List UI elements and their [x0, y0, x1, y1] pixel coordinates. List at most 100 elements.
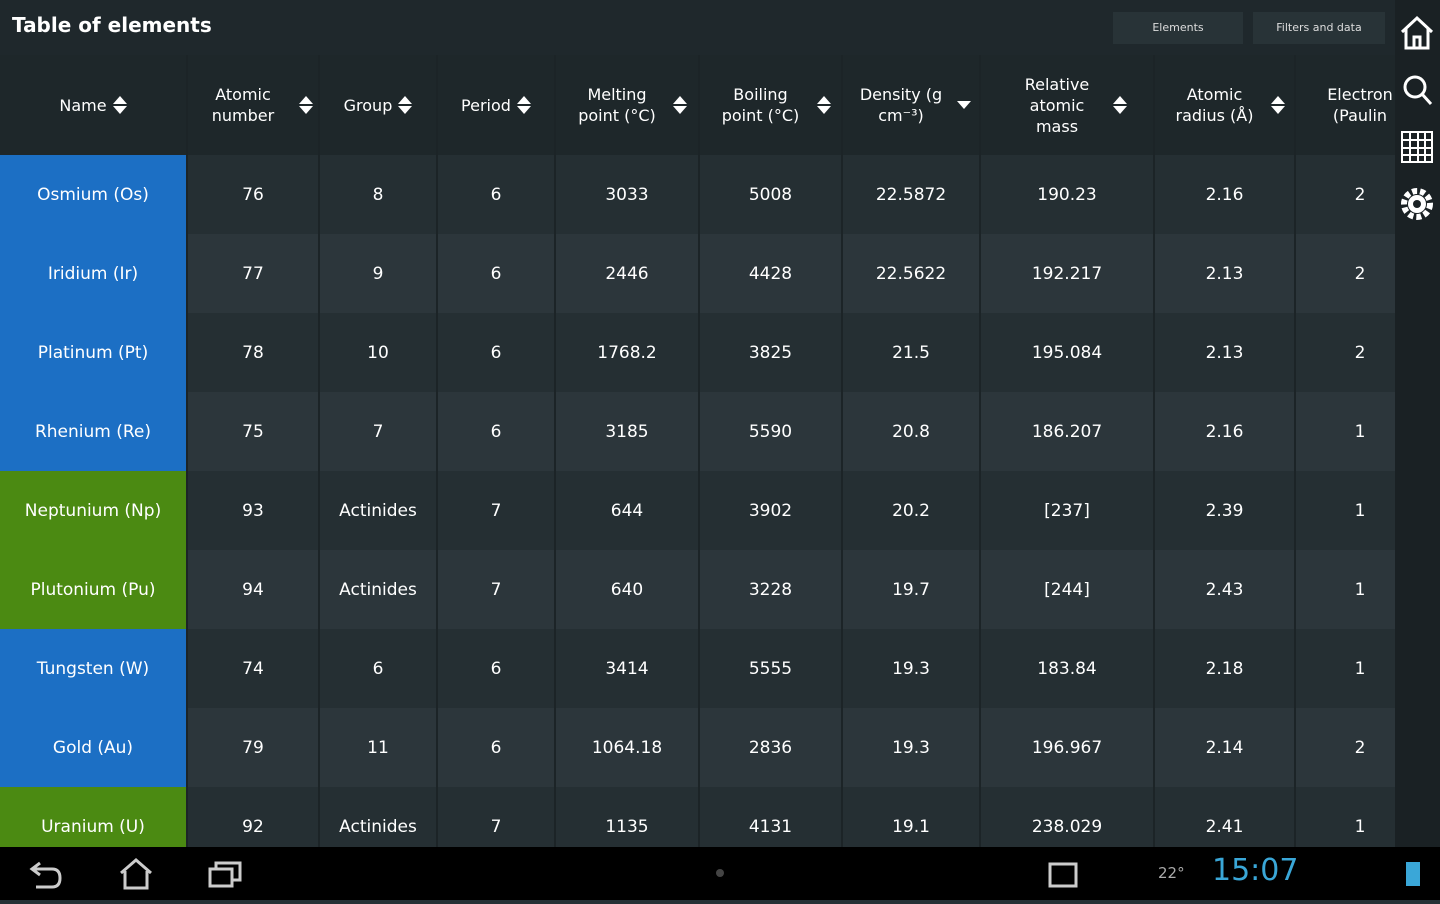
column-header[interactable]: Boiling point (°C): [700, 55, 843, 155]
element-name[interactable]: Iridium (Ir): [0, 234, 188, 313]
settings-icon[interactable]: [1401, 188, 1433, 220]
label: 19.3: [892, 658, 930, 679]
element-name[interactable]: Rhenium (Re): [0, 392, 188, 471]
column-header[interactable]: Electron (Paulin: [1296, 55, 1395, 155]
label: Actinides: [339, 816, 417, 837]
label: 2.39: [1205, 500, 1244, 521]
label: 7: [372, 421, 384, 442]
label: Name: [59, 95, 107, 115]
temperature: 22°: [1158, 864, 1185, 882]
label: 6: [490, 658, 502, 679]
label: 9: [372, 263, 384, 284]
column-header[interactable]: Atomic number: [188, 55, 320, 155]
label: 1135: [605, 816, 649, 837]
home-button[interactable]: [120, 858, 152, 890]
grid-icon[interactable]: [1401, 131, 1433, 163]
element-name[interactable]: Neptunium (Np): [0, 471, 188, 550]
table: Name Atomic number Group Period Melting poin…: [0, 55, 1395, 847]
sort-icon: [299, 96, 313, 114]
label: 5590: [748, 421, 793, 442]
table-cell: 6: [438, 629, 556, 708]
column-header[interactable]: Atomic radius (Å): [1155, 55, 1296, 155]
search-icon[interactable]: [1403, 75, 1433, 106]
table-cell: 2.18: [1155, 629, 1296, 708]
label: 5555: [748, 658, 793, 679]
table-cell: 1: [1296, 787, 1395, 847]
table-cell: 192.217: [981, 234, 1155, 313]
element-name[interactable]: Osmium (Os): [0, 155, 188, 234]
label: Rhenium (Re): [34, 421, 152, 442]
label: 19.1: [892, 816, 930, 837]
column-header[interactable]: Name: [0, 55, 188, 155]
label: 2.13: [1205, 263, 1244, 284]
label: 21.5: [892, 342, 930, 363]
label: 6: [490, 421, 502, 442]
label: 1: [1354, 816, 1366, 837]
table-cell: 19.3: [843, 629, 981, 708]
label: Atomic number: [211, 85, 275, 125]
label: 2446: [605, 263, 649, 284]
label: 640: [610, 579, 644, 600]
element-name[interactable]: Uranium (U): [0, 787, 188, 847]
label: [237]: [1044, 500, 1090, 521]
table-cell: 2.16: [1155, 392, 1296, 471]
column-header[interactable]: Period: [438, 55, 556, 155]
label: Neptunium (Np): [24, 500, 162, 521]
table-cell: 1064.18: [556, 708, 700, 787]
sort-icon: [673, 96, 687, 114]
label: Uranium (U): [41, 816, 145, 837]
label: Tungsten (W): [36, 658, 150, 679]
table-cell: 6: [438, 392, 556, 471]
sort-icon: [398, 96, 413, 114]
column-header[interactable]: Group: [320, 55, 438, 155]
sidebar: [1395, 0, 1440, 847]
table-cell: 21.5: [843, 313, 981, 392]
table-cell: 3185: [556, 392, 700, 471]
label: 238.029: [1031, 816, 1103, 837]
table-cell: 1768.2: [556, 313, 700, 392]
column-header[interactable]: Melting point (°C): [556, 55, 700, 155]
label: 19.7: [892, 579, 930, 600]
table-cell: 79: [188, 708, 320, 787]
nav-icons: [29, 858, 1420, 890]
label: Actinides: [339, 500, 417, 521]
tab[interactable]: Elements: [1113, 12, 1243, 44]
table-cell: 2: [1296, 234, 1395, 313]
home-icon[interactable]: [1400, 15, 1434, 50]
table-cell: 9: [320, 234, 438, 313]
label: 4428: [748, 263, 793, 284]
back-button[interactable]: [29, 861, 62, 889]
label: 7: [490, 500, 502, 521]
column-header[interactable]: Relative atomic mass: [981, 55, 1155, 155]
label: Group: [343, 95, 393, 115]
table-cell: [244]: [981, 550, 1155, 629]
recents-button[interactable]: [208, 861, 242, 888]
element-name[interactable]: Plutonium (Pu): [0, 550, 188, 629]
sort-icon: [957, 101, 971, 109]
table-cell: 6: [438, 708, 556, 787]
table-cell: 6: [320, 629, 438, 708]
label: 75: [242, 421, 264, 442]
table-cell: 93: [188, 471, 320, 550]
top-bar: Table of elements Elements Filters and d…: [0, 0, 1395, 55]
element-name[interactable]: Platinum (Pt): [0, 313, 188, 392]
label: 22.5622: [875, 263, 947, 284]
table-cell: 74: [188, 629, 320, 708]
label: 20.2: [892, 500, 930, 521]
label: 1: [1354, 500, 1366, 521]
column-header[interactable]: Density (g cm⁻³): [843, 55, 981, 155]
table-cell: 2446: [556, 234, 700, 313]
tab[interactable]: Filters and data: [1253, 12, 1385, 44]
table-cell: 19.3: [843, 708, 981, 787]
table-cell: 7: [438, 471, 556, 550]
label: 2: [1354, 737, 1366, 758]
element-name[interactable]: Gold (Au): [0, 708, 188, 787]
table-cell: 1: [1296, 550, 1395, 629]
label: 1: [1354, 658, 1366, 679]
table-cell: 186.207: [981, 392, 1155, 471]
label: 6: [490, 737, 502, 758]
label: 2: [1354, 263, 1366, 284]
table-cell: 7: [320, 392, 438, 471]
table-cell: 2: [1296, 708, 1395, 787]
element-name[interactable]: Tungsten (W): [0, 629, 188, 708]
